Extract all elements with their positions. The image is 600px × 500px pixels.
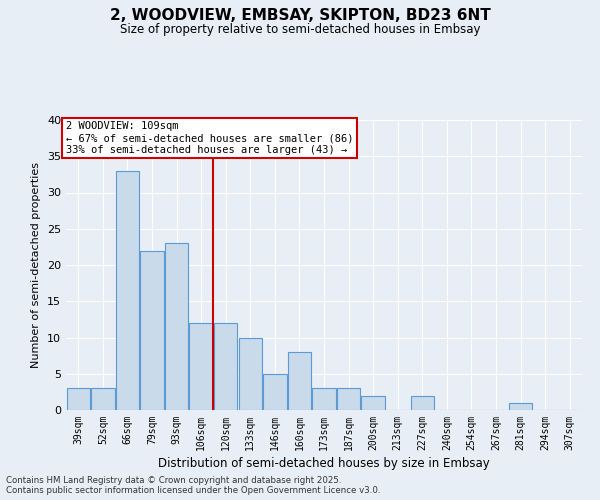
Text: Contains HM Land Registry data © Crown copyright and database right 2025.
Contai: Contains HM Land Registry data © Crown c…	[6, 476, 380, 495]
Bar	[67, 388, 90, 410]
Bar	[239, 338, 262, 410]
Y-axis label: Number of semi-detached properties: Number of semi-detached properties	[31, 162, 41, 368]
Bar	[313, 388, 335, 410]
Bar	[288, 352, 311, 410]
Bar	[361, 396, 385, 410]
Bar	[116, 171, 139, 410]
Text: Distribution of semi-detached houses by size in Embsay: Distribution of semi-detached houses by …	[158, 458, 490, 470]
Text: 2 WOODVIEW: 109sqm
← 67% of semi-detached houses are smaller (86)
33% of semi-de: 2 WOODVIEW: 109sqm ← 67% of semi-detache…	[66, 122, 353, 154]
Text: Size of property relative to semi-detached houses in Embsay: Size of property relative to semi-detach…	[120, 22, 480, 36]
Bar	[214, 323, 238, 410]
Text: 2, WOODVIEW, EMBSAY, SKIPTON, BD23 6NT: 2, WOODVIEW, EMBSAY, SKIPTON, BD23 6NT	[110, 8, 490, 22]
Bar	[410, 396, 434, 410]
Bar	[263, 374, 287, 410]
Bar	[509, 403, 532, 410]
Bar	[140, 250, 164, 410]
Bar	[337, 388, 360, 410]
Bar	[91, 388, 115, 410]
Bar	[165, 244, 188, 410]
Bar	[190, 323, 213, 410]
